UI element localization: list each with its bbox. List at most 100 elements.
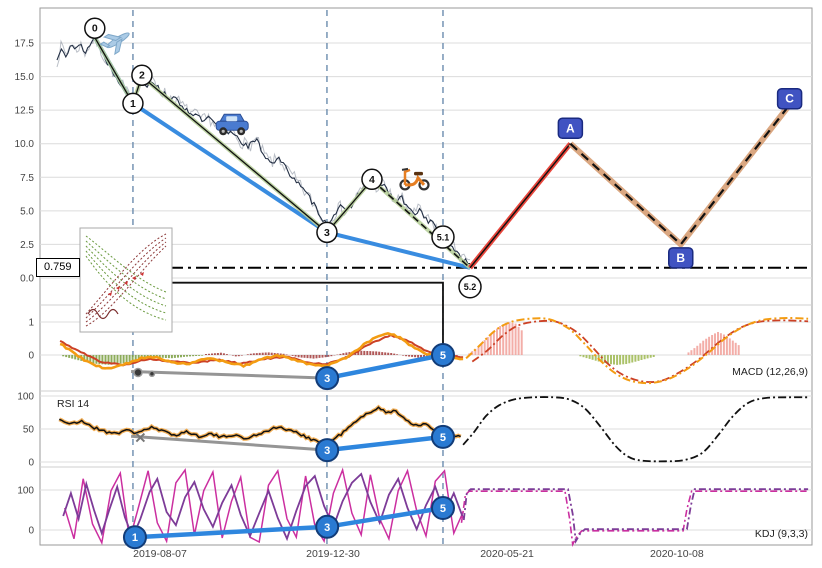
wave-pivot-marker — [131, 64, 153, 86]
wave-pivot-label: 1 — [130, 98, 136, 110]
macd-trend-dot — [133, 367, 143, 378]
rsi-wave-connector — [324, 434, 446, 453]
wave-pivot-label: 3 — [324, 227, 330, 239]
price-ytick-label: 15.0 — [15, 72, 35, 83]
airplane-wing — [114, 37, 123, 56]
scooter-wheel — [418, 179, 430, 191]
macd-wave-marker — [315, 366, 340, 391]
inset-marker — [116, 286, 120, 290]
price-ytick-label: 5.0 — [20, 206, 34, 217]
macd-wave-marker — [430, 343, 455, 367]
inset-red-curve — [85, 245, 167, 327]
kdj-j-projection — [460, 490, 807, 548]
wave-pivot-label: 5.2 — [464, 282, 477, 292]
inset-marker — [140, 272, 144, 276]
macd-trendline-gray — [131, 370, 328, 380]
wave-pivot-marker — [122, 92, 144, 115]
price-ytick-label: 10.0 — [15, 139, 35, 150]
car-window — [226, 116, 238, 122]
airplane-body — [99, 32, 130, 56]
scooter-seat — [414, 171, 423, 176]
macd-ytick-label: 1 — [28, 318, 34, 329]
wave-pivot-marker — [84, 17, 106, 39]
wave-pivot-marker — [458, 274, 482, 299]
scooter-body — [405, 174, 426, 187]
inset-marker — [132, 276, 136, 280]
rsi-line — [58, 406, 461, 445]
projection-line-red-core — [469, 143, 571, 269]
annotation-connector — [80, 281, 444, 355]
rsi-panel-label: RSI 14 — [57, 398, 90, 410]
airplane-wing — [103, 33, 123, 42]
rsi-ytick-label: 50 — [23, 425, 35, 436]
macd-wave-marker-label: 3 — [324, 373, 330, 385]
wave-pivot-label: 2 — [139, 70, 145, 82]
inset-green-curve — [85, 235, 167, 293]
abc-marker-label: A — [566, 121, 575, 135]
wave-pivot-label: 4 — [369, 174, 375, 186]
rsi-ytick-label: 100 — [17, 392, 34, 403]
kdj-panel-label: KDJ (9,3,3) — [754, 528, 808, 540]
wave-pivot-label: 0 — [92, 23, 98, 35]
price-ytick-label: 12.5 — [15, 106, 35, 117]
price-ytick-label: 17.5 — [15, 38, 35, 49]
inset-squiggle — [87, 308, 119, 320]
wave-pivot-marker — [431, 225, 455, 249]
inset-green-curve — [85, 255, 167, 321]
abc-marker-label: B — [676, 251, 685, 265]
macd-projection-line — [465, 316, 809, 385]
inset-red-curve — [85, 237, 167, 319]
kdj-wave-marker-label: 3 — [324, 522, 330, 534]
rsi-wave-marker-label: 5 — [440, 432, 446, 444]
wave-pivot-marker — [316, 221, 338, 244]
abc-marker — [668, 247, 694, 269]
price-ytick-label: 2.5 — [20, 240, 34, 251]
car-icon — [215, 113, 249, 136]
inset-green-curve — [85, 240, 167, 300]
macd-wave-marker-label: 5 — [440, 350, 446, 362]
car-hubcap — [221, 129, 225, 133]
inset-red-curve — [85, 241, 167, 323]
car-hubcap — [239, 129, 243, 133]
x-tick-label: 2020-10-08 — [650, 548, 704, 560]
macd-panel-label: MACD (12,26,9) — [732, 366, 808, 378]
macd-trend-dot — [148, 370, 156, 378]
price-ytick-label: 0.0 — [20, 274, 34, 285]
macd-ytick-label: 0 — [28, 351, 34, 362]
inset-marker — [108, 292, 112, 296]
x-tick-label: 2020-05-21 — [480, 548, 534, 560]
kdj-wave-marker-label: 1 — [132, 532, 138, 544]
kdj-wave-marker — [122, 525, 147, 550]
kdj-k-line — [62, 472, 464, 542]
scooter-column — [403, 168, 411, 185]
wave-pivot-marker — [361, 168, 383, 191]
rsi-ytick-label: 0 — [28, 458, 34, 469]
inset-green-curve — [85, 250, 167, 314]
x-tick-label: 2019-08-07 — [133, 548, 187, 560]
wave-pivot-label: 5.1 — [437, 233, 450, 243]
macd-line — [59, 332, 464, 370]
rsi-x-marker — [135, 432, 146, 443]
kdj-wave-marker-label: 5 — [440, 503, 446, 515]
scooter-icon — [399, 167, 430, 191]
target-price-label: 0.759 — [36, 258, 80, 278]
projection-line-dashed — [569, 104, 791, 247]
kdj-wave-marker — [315, 514, 340, 539]
kdj-ytick-label: 100 — [17, 486, 34, 497]
abc-marker — [776, 87, 803, 110]
airplane-tail — [99, 41, 111, 48]
inset-plot — [79, 227, 173, 333]
x-tick-label: 2019-12-30 — [306, 548, 360, 560]
kdj-k-projection — [462, 488, 809, 545]
kdj-wave-marker — [430, 496, 455, 520]
scooter-handlebar — [401, 167, 409, 171]
rsi-wave-marker — [315, 438, 340, 463]
macd-wave-connector — [324, 352, 446, 381]
kdj-ytick-label: 0 — [28, 526, 34, 537]
inset-frame — [79, 227, 173, 333]
airplane-icon — [99, 32, 130, 56]
abc-marker — [557, 117, 584, 140]
rsi-trendline-gray — [130, 434, 328, 452]
